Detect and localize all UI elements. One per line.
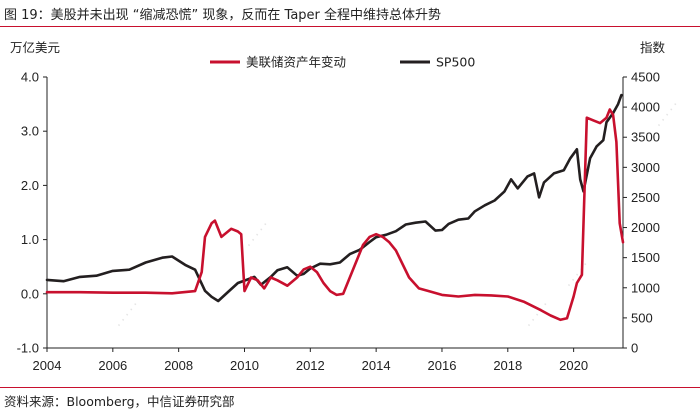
- x-tick-label: 2012: [296, 358, 325, 373]
- right-tick-label: 0: [631, 341, 638, 356]
- fed-asset-change-line: [45, 108, 625, 322]
- right-tick-label: 4000: [631, 100, 660, 115]
- right-tick-label: 2000: [631, 220, 660, 235]
- right-tick-label: 1500: [631, 250, 660, 265]
- right-tick-label: 4500: [631, 70, 660, 85]
- right-unit-label: 指数: [640, 40, 666, 55]
- right-tick-label: 3500: [631, 130, 660, 145]
- watermark-layer: ·························: [112, 98, 683, 332]
- left-tick-label: 0.0: [21, 286, 39, 301]
- right-tick-label: 1000: [631, 280, 660, 295]
- watermark-2: ·····: [562, 258, 593, 292]
- chart-axes: [43, 76, 627, 352]
- right-tick-label: 3000: [631, 160, 660, 175]
- source-note: 资料来源：Bloomberg，中信证券研究部: [4, 394, 235, 409]
- watermark-0: ·····: [112, 298, 143, 332]
- left-tick-label: 2.0: [21, 178, 39, 193]
- left-tick-label: -1.0: [17, 341, 39, 356]
- watermark-1: ·····: [242, 218, 273, 252]
- left-tick-label: 3.0: [21, 124, 39, 139]
- left-tick-label: 1.0: [21, 232, 39, 247]
- title-divider: [0, 26, 700, 27]
- x-tick-label: 2008: [164, 358, 193, 373]
- series-layer: [45, 93, 625, 322]
- chart-title: 图 19：美股并未出现 “缩减恐慌” 现象，反而在 Taper 全程中维持总体升…: [4, 8, 442, 23]
- source-divider: [0, 387, 700, 388]
- right-tick-label: 500: [631, 310, 653, 325]
- x-tick-label: 2006: [98, 358, 127, 373]
- left-unit-label: 万亿美元: [10, 40, 60, 55]
- legend-label-fed: 美联储资产年变动: [246, 55, 346, 70]
- right-tick-label: 2500: [631, 190, 660, 205]
- x-tick-label: 2016: [428, 358, 457, 373]
- legend-label-sp500: SP500: [436, 55, 475, 70]
- x-tick-label: 2018: [493, 358, 522, 373]
- left-tick-label: 4.0: [21, 70, 39, 85]
- sp500-line: [45, 93, 623, 303]
- x-tick-label: 2020: [559, 358, 588, 373]
- legend: 美联储资产年变动 SP500: [210, 55, 475, 70]
- x-tick-label: 2010: [230, 358, 259, 373]
- x-tick-label: 2014: [362, 358, 391, 373]
- axis-labels: -1.0 0.0 1.0 2.0 3.0 4.0 0 500 1000 1500 2000 2500 3…: [10, 40, 666, 373]
- x-tick-label: 2004: [33, 358, 62, 373]
